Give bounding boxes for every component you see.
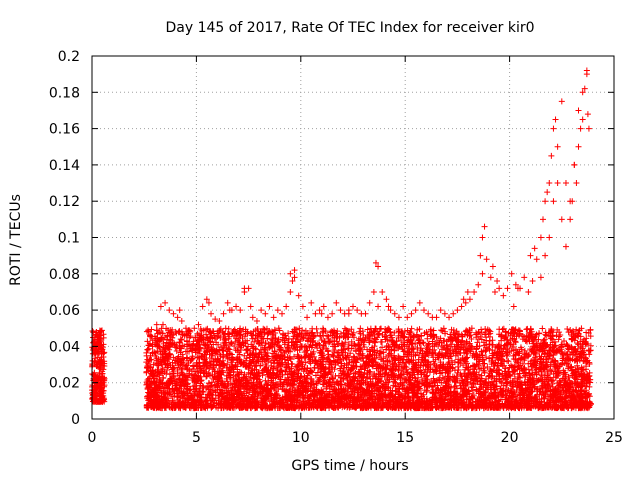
data-point bbox=[101, 374, 108, 381]
data-point bbox=[379, 344, 386, 351]
data-point bbox=[502, 365, 509, 372]
data-point bbox=[367, 325, 374, 332]
data-point bbox=[96, 369, 103, 376]
data-point bbox=[396, 328, 403, 335]
data-point bbox=[535, 347, 542, 354]
grid-lines bbox=[92, 56, 614, 419]
data-point bbox=[482, 325, 489, 332]
data-point bbox=[451, 359, 458, 366]
data-point bbox=[99, 362, 106, 369]
data-point bbox=[179, 365, 186, 372]
data-point bbox=[453, 328, 460, 335]
data-point bbox=[318, 337, 325, 344]
data-point bbox=[192, 349, 199, 356]
data-point bbox=[364, 326, 371, 333]
data-point bbox=[93, 329, 100, 336]
data-point bbox=[555, 336, 562, 343]
data-point bbox=[376, 326, 383, 333]
data-point bbox=[263, 381, 270, 388]
data-point bbox=[574, 365, 581, 372]
data-point bbox=[539, 325, 546, 332]
data-point bbox=[275, 336, 282, 343]
data-point bbox=[99, 346, 106, 353]
data-point bbox=[374, 334, 381, 341]
data-point bbox=[559, 355, 566, 362]
data-point bbox=[100, 331, 107, 338]
data-point bbox=[431, 340, 438, 347]
data-point bbox=[444, 378, 451, 385]
data-point bbox=[170, 354, 177, 361]
data-point bbox=[378, 338, 385, 345]
data-point bbox=[177, 336, 184, 343]
data-point bbox=[468, 383, 475, 390]
data-point bbox=[405, 331, 412, 338]
data-point bbox=[399, 367, 406, 374]
data-point bbox=[449, 347, 456, 354]
data-point bbox=[587, 347, 594, 354]
data-point bbox=[100, 395, 107, 402]
data-point bbox=[224, 355, 231, 362]
data-point bbox=[291, 353, 298, 360]
data-point bbox=[100, 350, 107, 357]
data-points bbox=[89, 67, 594, 412]
data-point bbox=[96, 398, 103, 405]
data-point bbox=[89, 328, 96, 335]
data-point bbox=[408, 346, 415, 353]
data-point bbox=[560, 337, 567, 344]
data-point bbox=[379, 364, 386, 371]
data-point bbox=[270, 331, 277, 338]
data-point bbox=[101, 383, 108, 390]
chart-title: Day 145 of 2017, Rate Of TEC Index for r… bbox=[165, 20, 534, 36]
data-point bbox=[227, 380, 234, 387]
data-point bbox=[561, 360, 568, 367]
data-point bbox=[508, 348, 515, 355]
data-point bbox=[90, 389, 97, 396]
data-point bbox=[587, 333, 594, 340]
data-point bbox=[225, 325, 232, 332]
data-point bbox=[100, 387, 107, 394]
data-point bbox=[391, 329, 398, 336]
data-point bbox=[323, 385, 330, 392]
data-point bbox=[421, 330, 428, 337]
data-point bbox=[416, 326, 423, 333]
data-point bbox=[262, 377, 269, 384]
data-point bbox=[97, 377, 104, 384]
data-point bbox=[94, 340, 101, 347]
